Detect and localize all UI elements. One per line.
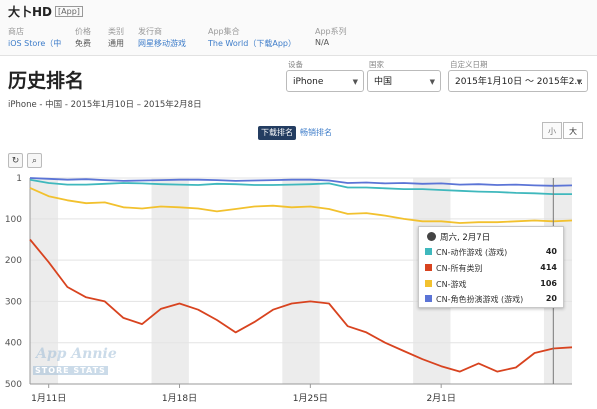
legend-swatch [425,295,432,302]
x-tick-label: 1月25日 [293,393,328,404]
tooltip-row: CN-游戏 [425,279,466,290]
tooltip-row-value: 106 [540,279,557,288]
series-line [29,187,573,224]
tooltip-row-label: CN-游戏 [436,280,467,289]
date-range-value: 2015年1月10日 ～ 2015年2... [455,77,584,87]
meta-value-collection[interactable]: The World（下载App） [208,39,296,48]
zoom-icon: ⌕ [31,156,38,166]
country-select[interactable]: 中国 ▼ [367,70,441,92]
device-label: 设备 [288,60,303,69]
meta-value-store[interactable]: iOS Store（中 [8,39,62,48]
country-select-value: 中国 [374,77,393,87]
page-title: 历史排名 [8,70,85,92]
tab-grossing-rank[interactable]: 畅销排名 [300,128,332,137]
app-info-bar: 大卜HD [App] 商店 iOS Store（中 价格 免费 类别 通用 发行商… [0,0,597,56]
device-select[interactable]: iPhone ▼ [286,70,364,92]
x-tick-label: 1月18日 [162,393,197,404]
y-tick-label: 200 [5,256,22,266]
view-small-button[interactable]: 小 [542,122,562,139]
meta-value-category: 通用 [108,39,124,48]
app-type-tag: [App] [55,6,83,17]
legend-swatch [425,264,432,271]
tooltip-row: CN-角色扮演游戏 (游戏) [425,294,523,305]
watermark-logo-text: App Annie [36,346,117,362]
tooltip-row-value: 414 [540,263,557,272]
chevron-down-icon: ▼ [429,78,435,86]
series-line [29,238,573,373]
tooltip-row-label: CN-所有类别 [436,264,483,273]
series-lines [29,177,573,373]
y-tick-label: 300 [5,297,22,307]
device-select-value: iPhone [293,77,324,87]
tooltip-row: CN-所有类别 [425,263,482,274]
tooltip-date: 周六, 2月7日 [440,233,491,243]
view-large-button[interactable]: 大 [563,122,583,139]
reset-zoom-button[interactable]: ↻ [8,153,23,168]
date-range-select[interactable]: 2015年1月10日 ～ 2015年2... ▼ [448,70,588,92]
meta-value-price: 免费 [75,39,91,48]
meta-label-publisher: 发行商 [138,27,162,36]
weekend-band [282,178,320,384]
weekend-band [151,178,189,384]
meta-label-category: 类别 [108,27,124,36]
x-tick-label: 1月11日 [31,393,66,404]
watermark-subtext: STORE STATS [33,366,108,375]
tab-download-rank[interactable]: 下载排名 [258,126,296,140]
meta-label-series: App系列 [315,27,347,36]
y-axis-ticks: 1 100 200 300 400 500 [5,174,22,390]
chart-subtitle: iPhone - 中国 - 2015年1月10日 – 2015年2月8日 [8,100,202,110]
chart-tooltip: 周六, 2月7日 CN-动作游戏 (游戏) 40 CN-所有类别 414 CN-… [418,226,564,308]
y-tick-label: 500 [5,380,22,390]
date-range-label: 自定义日期 [450,60,488,69]
meta-value-publisher[interactable]: 网星移动游戏 [138,39,186,48]
y-tick-label: 400 [5,339,22,349]
app-title: 大卜HD [App] [8,3,83,20]
tooltip-row-value: 40 [545,247,557,256]
meta-label-collection: App集合 [208,27,240,36]
tooltip-row-label: CN-动作游戏 (游戏) [436,248,508,257]
tooltip-header: 周六, 2月7日 [427,231,490,243]
meta-label-price: 价格 [75,27,91,36]
y-tick-label: 1 [16,174,22,184]
y-tick-label: 100 [5,215,22,225]
globe-icon [427,232,436,241]
meta-label-store: 商店 [8,27,24,36]
series-line [29,177,573,187]
series-line [29,178,572,196]
app-name: 大卜HD [8,5,53,19]
chevron-down-icon: ▼ [576,78,582,86]
chevron-down-icon: ▼ [352,78,358,86]
meta-value-series: N/A [315,38,330,47]
weekend-band [30,178,59,384]
legend-swatch [425,248,432,255]
tooltip-row-label: CN-角色扮演游戏 (游戏) [436,295,524,304]
x-tick-label: 2月1日 [426,393,455,404]
reset-icon: ↻ [11,156,20,166]
x-axis-ticks: 1月11日 1月18日 1月25日 2月1日 [31,384,456,404]
zoom-button[interactable]: ⌕ [27,153,42,168]
tooltip-row: CN-动作游戏 (游戏) [425,247,507,258]
legend-swatch [425,280,432,287]
tooltip-row-value: 20 [545,294,557,303]
country-label: 国家 [369,60,384,69]
